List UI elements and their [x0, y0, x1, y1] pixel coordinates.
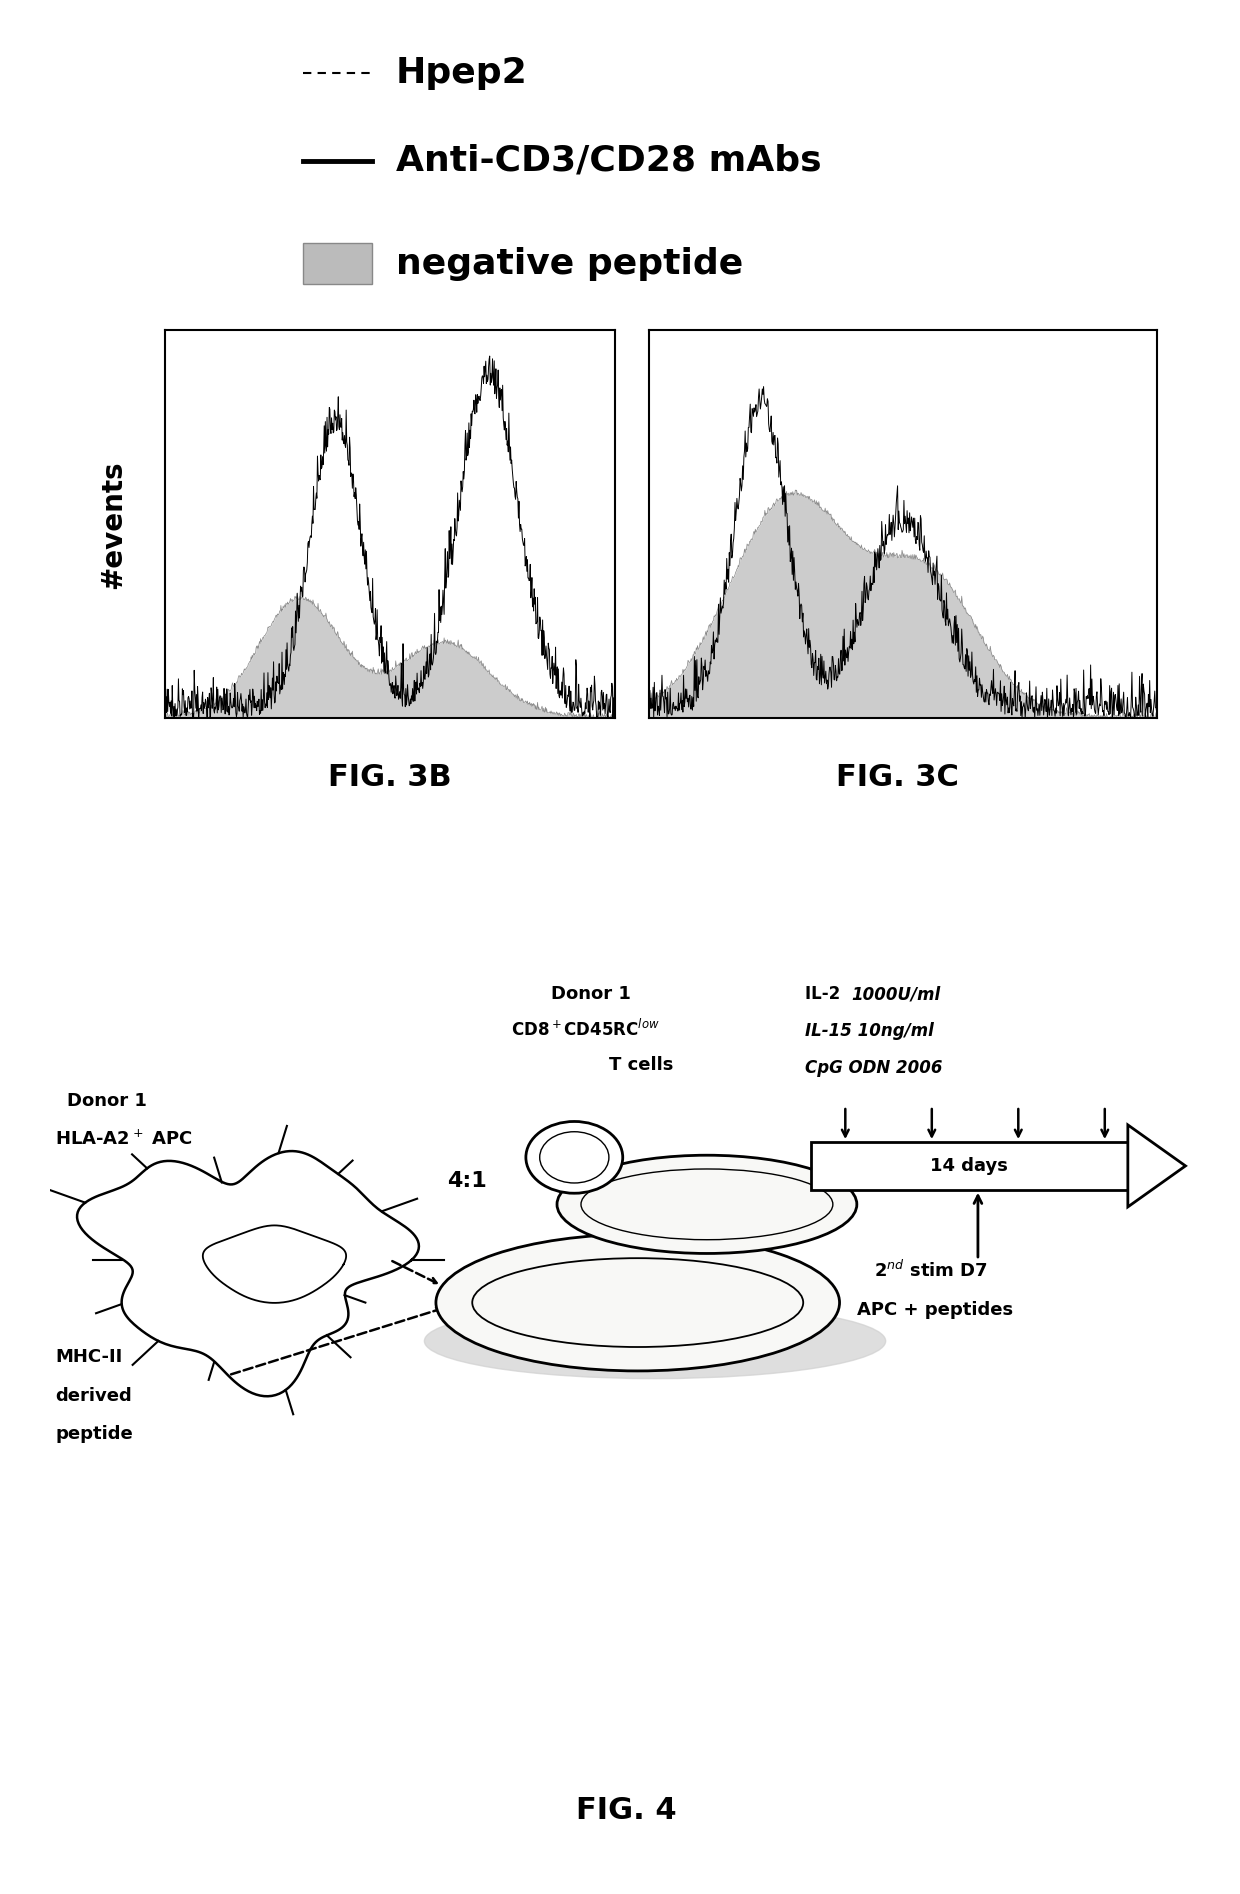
Text: Donor 1: Donor 1 — [67, 1093, 146, 1110]
Text: CD8$^+$CD45RC$^{low}$: CD8$^+$CD45RC$^{low}$ — [511, 1019, 660, 1040]
Text: HLA-A2$^+$ APC: HLA-A2$^+$ APC — [56, 1129, 193, 1148]
Polygon shape — [203, 1225, 346, 1303]
Bar — [304, 242, 372, 284]
Ellipse shape — [436, 1235, 839, 1371]
Text: FIG. 4: FIG. 4 — [575, 1796, 677, 1826]
Text: 14 days: 14 days — [930, 1157, 1008, 1174]
Text: 1000U/ml: 1000U/ml — [851, 985, 940, 1004]
Text: IL-2: IL-2 — [805, 985, 846, 1004]
Text: Donor 1: Donor 1 — [552, 985, 631, 1004]
Text: MHC-II: MHC-II — [56, 1349, 123, 1366]
Text: negative peptide: negative peptide — [396, 246, 743, 280]
Text: 4:1: 4:1 — [448, 1170, 487, 1191]
Text: derived: derived — [56, 1386, 133, 1405]
Text: 2$^{nd}$ stim D7: 2$^{nd}$ stim D7 — [874, 1260, 988, 1280]
Text: T cells: T cells — [609, 1057, 673, 1074]
Text: APC + peptides: APC + peptides — [857, 1301, 1013, 1320]
Text: Hpep2: Hpep2 — [396, 55, 527, 89]
Ellipse shape — [424, 1303, 885, 1379]
Circle shape — [526, 1121, 622, 1193]
Text: #events: #events — [99, 460, 126, 589]
Text: peptide: peptide — [56, 1426, 133, 1443]
Text: FIG. 3B: FIG. 3B — [329, 763, 451, 792]
Text: CpG ODN 2006: CpG ODN 2006 — [805, 1059, 942, 1078]
Text: IL-15 10ng/ml: IL-15 10ng/ml — [805, 1023, 934, 1040]
Ellipse shape — [557, 1155, 857, 1254]
Text: FIG. 3C: FIG. 3C — [836, 763, 959, 792]
Text: Anti-CD3/CD28 mAbs: Anti-CD3/CD28 mAbs — [396, 144, 821, 178]
FancyBboxPatch shape — [811, 1142, 1128, 1189]
Polygon shape — [1128, 1125, 1185, 1206]
Polygon shape — [77, 1152, 419, 1396]
